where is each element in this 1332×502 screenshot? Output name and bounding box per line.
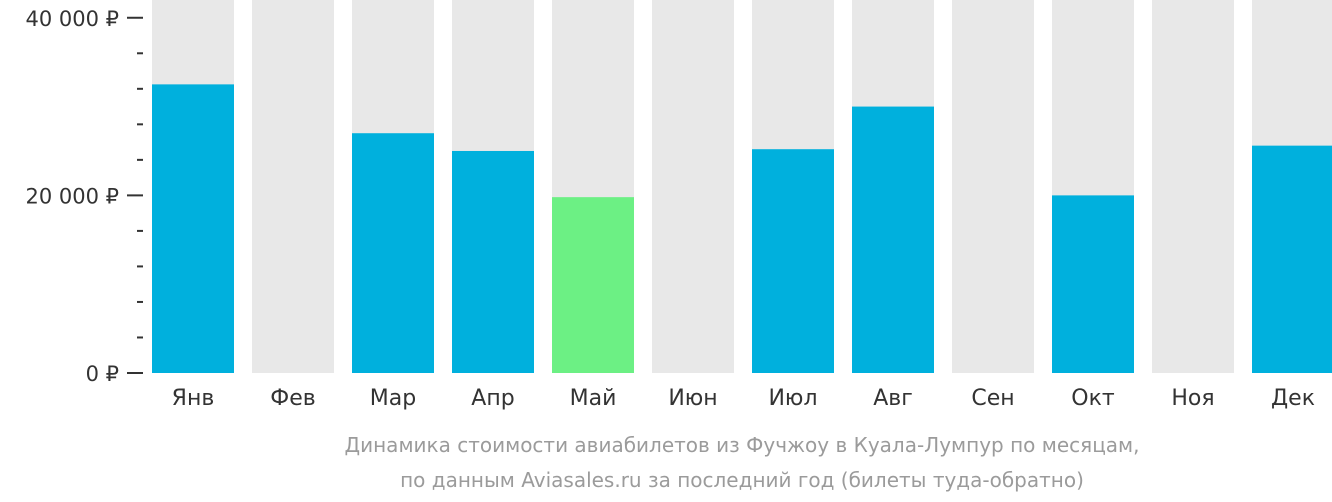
y-tick-label: 40 000 ₽ — [25, 7, 119, 31]
x-tick-label: Май — [570, 386, 617, 411]
bar-background — [952, 0, 1034, 373]
bar-background — [252, 0, 334, 373]
y-axis: 0 ₽ 20 000 ₽ 40 000 ₽ — [25, 7, 143, 386]
x-tick-label: Окт — [1071, 386, 1115, 411]
bar-background — [1152, 0, 1234, 373]
chart-caption-line-2: по данным Aviasales.ru за последний год … — [400, 468, 1084, 492]
x-tick-label: Июл — [768, 386, 817, 411]
bar-background — [652, 0, 734, 373]
price-by-month-chart: 0 ₽ 20 000 ₽ 40 000 ₽ Янв Фев Мар Апр Май Июн Ию… — [25, 0, 1332, 411]
bar-10 — [1052, 195, 1134, 373]
x-tick-label: Апр — [471, 386, 514, 411]
bar-1 — [152, 84, 234, 373]
bars — [152, 84, 1332, 374]
y-tick-label: 0 ₽ — [86, 362, 119, 386]
bar-12 — [1252, 145, 1332, 373]
x-tick-label: Ноя — [1171, 386, 1214, 411]
bar-5 — [552, 197, 634, 373]
bar-3 — [352, 133, 434, 373]
bar-7 — [752, 149, 834, 373]
x-tick-label: Янв — [172, 386, 215, 411]
x-tick-label: Авг — [873, 386, 913, 411]
y-tick-label: 20 000 ₽ — [25, 184, 119, 208]
x-tick-label: Дек — [1271, 386, 1315, 411]
chart-caption-line-1: Динамика стоимости авиабилетов из Фучжоу… — [344, 433, 1140, 457]
bar-8 — [852, 106, 934, 374]
x-tick-label: Июн — [668, 386, 717, 411]
x-tick-label: Сен — [971, 386, 1014, 411]
bar-4 — [452, 150, 534, 373]
bar-backgrounds — [152, 0, 1332, 373]
x-tick-label: Фев — [270, 386, 315, 411]
x-tick-label: Мар — [370, 386, 416, 411]
x-axis-labels: Янв Фев Мар Апр Май Июн Июл Авг Сен Окт Ноя Дек — [172, 386, 1315, 411]
